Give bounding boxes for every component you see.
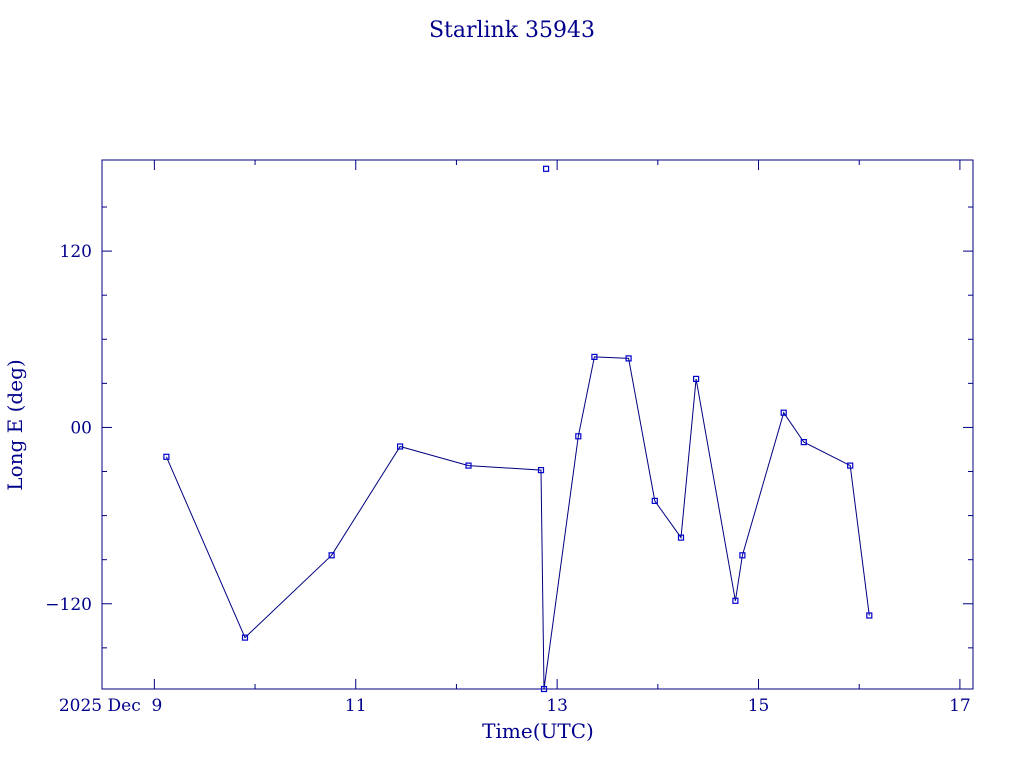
data-point <box>847 462 854 469</box>
series-line <box>165 356 870 690</box>
data-point <box>780 409 787 416</box>
data-point <box>575 433 582 440</box>
data-point <box>677 534 685 541</box>
chart-title: Starlink 35943 <box>429 18 595 43</box>
data-point <box>625 355 632 362</box>
data-point <box>732 597 739 604</box>
data-point <box>866 612 873 619</box>
tick-labels-layer: 2025 Dec 9 11 13 15 17 120 00 −120 <box>45 242 970 716</box>
data-point <box>397 443 404 450</box>
plot-frame <box>101 159 974 690</box>
data-point <box>241 634 249 641</box>
data-point <box>692 375 700 382</box>
y-axis-title: Long E (deg) <box>3 359 27 490</box>
y-tick-label: 120 <box>60 242 92 262</box>
data-point <box>537 467 545 474</box>
data-point <box>591 353 598 360</box>
data-point <box>540 685 548 693</box>
points-layer <box>163 165 873 693</box>
data-point <box>739 552 746 559</box>
x-tick-label: 15 <box>748 696 770 716</box>
x-tick-label: 11 <box>345 696 367 716</box>
x-axis-title: Time(UTC) <box>482 719 594 743</box>
y-tick-label: −120 <box>45 595 92 615</box>
data-point <box>328 552 335 559</box>
data-point <box>651 497 658 504</box>
data-point <box>800 439 807 446</box>
data-point <box>163 453 170 460</box>
x-tick-label: 2025 Dec 9 <box>59 696 163 716</box>
data-point <box>465 462 472 469</box>
data-point <box>542 165 550 172</box>
ticks-layer <box>102 160 973 689</box>
x-tick-label: 13 <box>546 696 568 716</box>
x-tick-label: 17 <box>949 696 971 716</box>
y-tick-label: 00 <box>70 418 92 438</box>
